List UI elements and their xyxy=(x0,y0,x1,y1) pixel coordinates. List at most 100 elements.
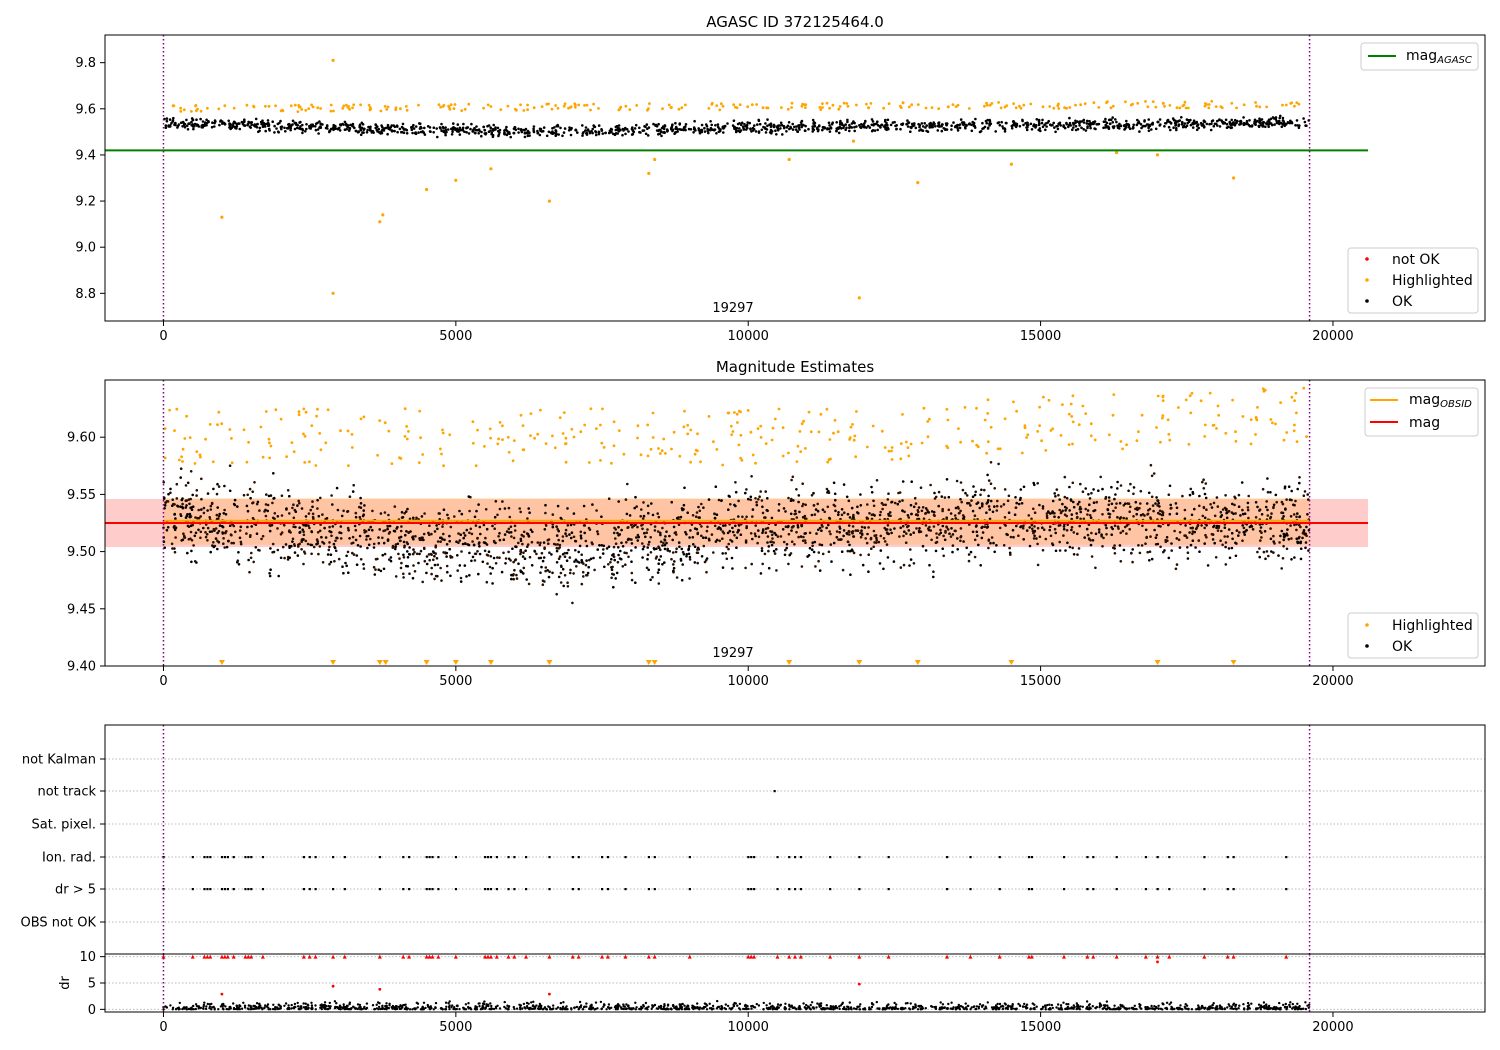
highlighted-point xyxy=(721,463,725,467)
ok-point xyxy=(737,499,740,503)
highlighted-point xyxy=(259,425,263,429)
ok-point xyxy=(176,504,179,508)
ok-point xyxy=(1246,506,1250,509)
ok-point xyxy=(934,549,938,553)
ok-point xyxy=(432,126,436,129)
ok-point xyxy=(662,131,665,134)
ok-point xyxy=(991,510,995,514)
ok-point xyxy=(551,132,554,135)
ok-point xyxy=(731,526,734,530)
ok-point xyxy=(504,128,508,131)
ok-point xyxy=(223,508,226,512)
ok-point xyxy=(767,549,770,553)
ok-point xyxy=(302,533,306,537)
ok-point xyxy=(532,127,535,131)
highlighted-point xyxy=(220,422,224,426)
ok-point xyxy=(204,535,208,539)
ok-point xyxy=(339,525,343,528)
ok-point xyxy=(822,125,825,129)
ok-point xyxy=(979,130,983,133)
ok-point xyxy=(760,499,764,502)
highlighted-point xyxy=(597,107,600,110)
ok-point xyxy=(510,535,513,538)
ok-point xyxy=(511,547,514,550)
ok-point xyxy=(286,558,290,561)
ok-point xyxy=(443,538,446,542)
highlighted-point xyxy=(195,450,199,453)
highlighted-point xyxy=(460,109,464,112)
ok-point xyxy=(659,540,663,543)
ok-point xyxy=(1265,550,1269,553)
ok-point xyxy=(708,538,711,542)
ok-point xyxy=(1009,553,1012,556)
ok-point xyxy=(402,553,405,557)
flag-point xyxy=(1285,856,1288,859)
ok-point xyxy=(887,532,890,536)
ok-point xyxy=(184,484,188,487)
ok-point xyxy=(1259,526,1263,529)
ok-point xyxy=(227,539,230,543)
ok-point xyxy=(1022,123,1025,127)
ok-point xyxy=(608,129,612,133)
ok-point xyxy=(279,556,283,560)
ok-point xyxy=(1279,534,1282,538)
ok-point xyxy=(895,127,898,131)
ok-point xyxy=(583,531,586,535)
ok-point xyxy=(846,540,850,543)
ok-point xyxy=(620,541,623,545)
ok-point xyxy=(974,117,977,121)
ok-point xyxy=(246,493,249,497)
flag-point xyxy=(209,888,212,891)
ok-point xyxy=(692,543,695,546)
ok-point xyxy=(1168,484,1172,488)
ok-point xyxy=(840,550,844,553)
ok-point xyxy=(1198,504,1201,508)
ok-point xyxy=(1242,123,1245,126)
highlighted-point xyxy=(1023,424,1027,428)
ok-point xyxy=(305,123,308,126)
ok-point xyxy=(184,499,188,503)
ok-point xyxy=(700,123,704,127)
ok-point xyxy=(1272,505,1275,509)
ok-point xyxy=(725,557,729,561)
highlighted-outlier-6 xyxy=(454,178,458,182)
ok-point xyxy=(916,513,920,517)
ok-point xyxy=(597,131,601,134)
ok-point xyxy=(798,124,801,127)
ok-point xyxy=(761,531,764,535)
ok-point xyxy=(1156,120,1159,124)
ok-point xyxy=(1158,512,1162,516)
highlighted-point xyxy=(296,110,300,113)
highlighted-point xyxy=(1175,106,1179,110)
ok-point xyxy=(863,125,866,128)
ok-point xyxy=(172,116,175,120)
ok-point xyxy=(473,559,477,562)
ok-point xyxy=(1242,116,1245,119)
ok-point xyxy=(1170,549,1173,552)
ok-point xyxy=(449,554,452,558)
ok-point xyxy=(1269,491,1272,494)
ok-point xyxy=(1227,547,1231,550)
ok-point xyxy=(492,123,496,127)
highlighted-point xyxy=(646,454,650,458)
ok-point xyxy=(1062,534,1065,537)
ok-point xyxy=(275,127,278,130)
highlighted-point xyxy=(946,418,950,422)
ok-point xyxy=(354,511,358,515)
highlighted-point xyxy=(707,415,711,418)
ok-point xyxy=(188,122,191,125)
ok-point xyxy=(469,127,472,131)
highlighted-point xyxy=(1083,102,1087,105)
ok-point xyxy=(1086,513,1089,516)
highlighted-point xyxy=(1077,423,1081,426)
highlighted-point xyxy=(1187,442,1191,446)
ok-point xyxy=(354,528,358,532)
ok-point xyxy=(162,497,166,500)
ok-point xyxy=(353,126,356,130)
highlighted-point xyxy=(945,444,949,448)
ok-point xyxy=(957,123,961,127)
ok-point xyxy=(378,528,382,531)
ok-point xyxy=(402,576,405,579)
highlighted-point xyxy=(194,104,198,108)
flag-point xyxy=(209,856,212,859)
